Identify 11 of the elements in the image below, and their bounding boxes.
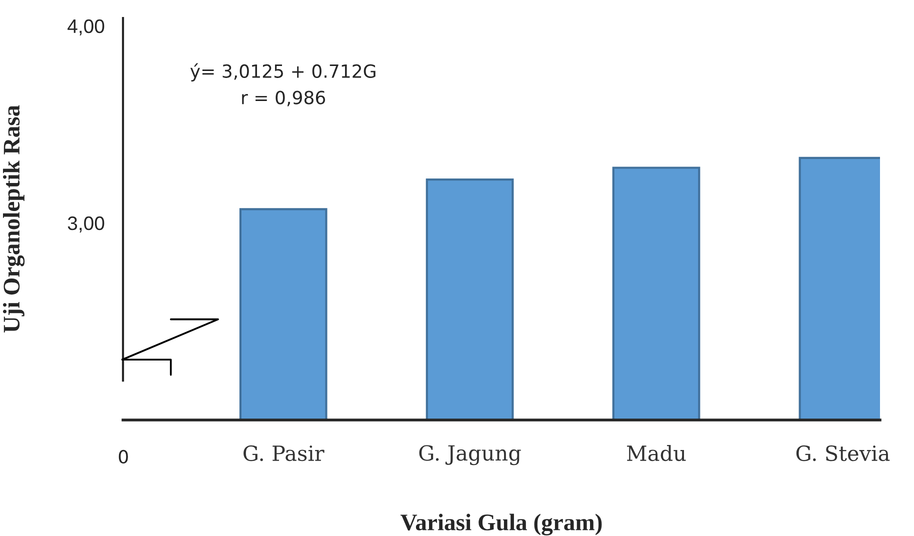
x-tick-label: Madu bbox=[627, 445, 686, 462]
annotation: r = 0,986 bbox=[242, 90, 326, 106]
y-tick-label: 3,00 bbox=[68, 216, 104, 232]
text: 0 bbox=[118, 450, 128, 464]
y-axis-title: Uji Organoleptik Rasa bbox=[2, 105, 25, 333]
x-axis-title: Variasi Gula (gram) bbox=[400, 514, 602, 536]
x-tick-label: G. Stevia bbox=[796, 445, 890, 462]
y-tick-label: 4,00 bbox=[68, 19, 104, 36]
x-tick-label: G. Jagung bbox=[419, 445, 521, 466]
annotation: ý= 3,0125 + 0.712G bbox=[190, 63, 376, 82]
x-tick-label: G. Pasir bbox=[244, 445, 324, 462]
